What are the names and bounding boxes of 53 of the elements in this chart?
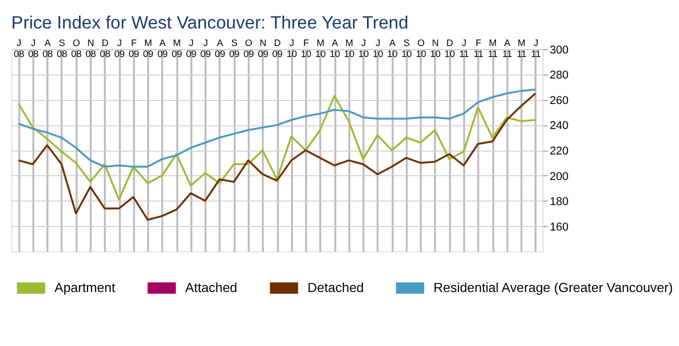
chart-title: Price Index for West Vancouver: Three Year Trend [11,12,408,32]
x-tick-label: N 09 [258,36,268,60]
x-tick-label: J 11 [459,36,469,60]
x-tick-label: J 10 [286,36,298,60]
x-tick-label: N 08 [86,36,96,60]
x-tick-label: D 08 [100,36,110,60]
legend-label: Apartment [54,280,116,295]
x-tick-label: S 10 [401,36,412,60]
x-tick-label: D 10 [444,36,455,60]
x-tick-label: J 08 [14,36,24,60]
x-tick-label: J 09 [200,36,211,60]
x-tick-label: J 09 [114,36,125,60]
x-tick-label: J 08 [28,36,39,60]
y-tick-label: 280 [550,70,568,82]
x-tick-label: M 09 [172,36,182,60]
x-tick-label: S 08 [56,36,68,60]
x-tick-label: M 09 [142,36,154,60]
y-tick-label: 160 [550,221,568,234]
x-tick-label: J 10 [358,36,369,60]
x-tick-label: A 09 [157,36,168,60]
x-tick-label: A 08 [42,36,53,60]
x-tick-label: A 11 [502,36,512,60]
x-tick-label: F 11 [474,36,484,60]
line-series [18,92,536,221]
y-tick-label: 200 [550,170,568,183]
legend-label: Detached [308,280,364,295]
x-tick-label: J 11 [531,36,541,60]
x-tick-label: M 10 [344,36,354,60]
line-series [18,94,536,200]
x-tick-label: F 09 [128,36,140,60]
y-tick-label: 300 [550,44,568,56]
x-tick-label: M 11 [488,36,498,60]
y-tick-label: 180 [550,196,568,208]
x-tick-label: A 10 [330,36,340,60]
x-tick-label: M 10 [315,36,326,60]
x-tick-label: A 09 [214,36,226,60]
legend-label: Residential Average (Greater Vancouver) [434,280,673,295]
x-tick-label: F 10 [300,36,312,60]
y-tick-label: 240 [550,120,568,132]
x-tick-label: A 10 [387,36,398,60]
x-tick-label: D 09 [272,36,283,60]
x-tick-label: S 09 [229,36,240,60]
y-tick-label: 220 [550,146,568,158]
legend-label: Attached [185,280,238,295]
x-tick-label: O 08 [71,36,82,60]
x-tick-label: O 10 [416,36,426,60]
x-tick-label: O 09 [243,36,254,60]
x-tick-label: J 10 [372,36,384,60]
y-tick-label: 260 [550,94,568,107]
line-series [18,88,536,168]
x-tick-label: N 10 [430,36,441,60]
x-tick-label: M 11 [516,36,526,60]
x-tick-label: J 09 [186,36,196,60]
